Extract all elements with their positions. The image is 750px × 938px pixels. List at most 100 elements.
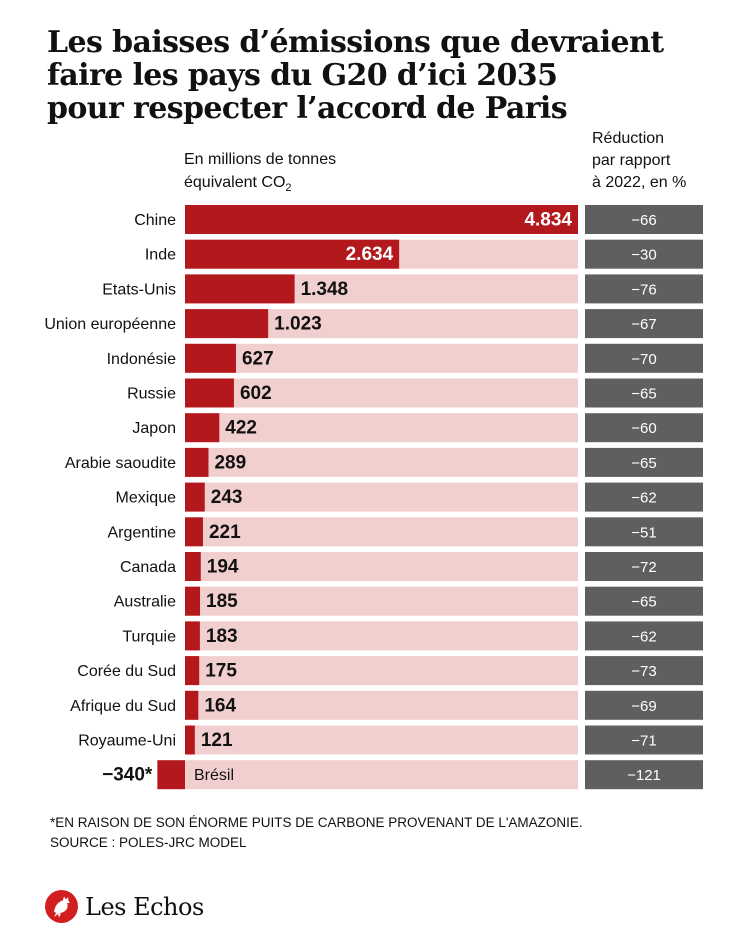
percent-label: −71 xyxy=(631,733,656,750)
bar-track xyxy=(185,517,578,547)
bar-track xyxy=(185,447,578,477)
category-label: Arabie saoudite xyxy=(65,455,176,472)
footnote: *EN RAISON DE SON ÉNORME PUITS DE CARBON… xyxy=(50,815,583,830)
title-line: pour respecter l’accord de Paris xyxy=(47,91,568,126)
percent-box xyxy=(585,309,703,339)
percent-box xyxy=(585,621,703,651)
percent-box xyxy=(585,205,703,234)
value-label: 627 xyxy=(242,348,274,369)
bar xyxy=(185,552,201,581)
category-label: Russie xyxy=(127,386,176,403)
percent-label: −69 xyxy=(631,698,656,715)
chart-notes: *EN RAISON DE SON ÉNORME PUITS DE CARBON… xyxy=(50,813,583,853)
percent-label: −65 xyxy=(631,386,656,403)
bar xyxy=(185,205,578,234)
les-echos-logo: Les Echos xyxy=(45,888,245,928)
percent-header-line: Réduction xyxy=(592,130,665,147)
bar-track xyxy=(185,586,578,616)
bar-track xyxy=(185,482,578,512)
value-label: −340* xyxy=(102,765,153,786)
value-label: 2.634 xyxy=(346,244,394,265)
category-label: Etats-Unis xyxy=(102,281,176,298)
title-line: Les baisses d’émissions que devraient xyxy=(47,25,664,60)
source-note: SOURCE : POLES-JRC MODEL xyxy=(50,835,247,850)
les-echos-rooster-icon xyxy=(45,890,78,923)
bar xyxy=(185,343,236,373)
value-label: 422 xyxy=(225,418,257,439)
value-label: 164 xyxy=(204,695,236,716)
percent-header-line: à 2022, en % xyxy=(592,174,687,191)
bar xyxy=(185,447,209,477)
percent-box xyxy=(585,552,703,581)
bar xyxy=(185,239,400,269)
value-label: 121 xyxy=(201,730,233,751)
category-label: Turquie xyxy=(122,628,176,645)
value-label: 4.834 xyxy=(524,210,572,231)
percent-label: −72 xyxy=(631,559,656,576)
category-label: Corée du Sud xyxy=(77,663,176,680)
bar xyxy=(185,656,200,686)
value-label: 243 xyxy=(211,487,243,508)
percent-label: −70 xyxy=(631,351,656,368)
percent-header-line: par rapport xyxy=(592,152,671,169)
logo-wordmark: Les Echos xyxy=(85,893,204,921)
bar xyxy=(157,760,185,790)
category-label: Royaume-Uni xyxy=(78,733,176,750)
percent-box xyxy=(585,378,703,408)
percent-label: −121 xyxy=(627,767,661,784)
percent-box xyxy=(585,447,703,477)
percent-box xyxy=(585,274,703,304)
bar xyxy=(185,621,200,651)
value-label: 289 xyxy=(214,452,246,473)
category-label: Chine xyxy=(134,212,176,229)
unit-label-line: En millions de tonnes xyxy=(184,151,337,168)
title-line: faire les pays du G20 d’ici 2035 xyxy=(47,58,558,93)
percent-box xyxy=(585,413,703,443)
bar-track xyxy=(185,413,578,443)
percent-label: −65 xyxy=(631,455,656,472)
percent-box xyxy=(585,239,703,269)
bar xyxy=(185,274,295,304)
percent-label: −51 xyxy=(631,524,656,541)
category-label: Indonésie xyxy=(107,351,176,368)
value-label: 194 xyxy=(207,557,239,578)
category-label: Afrique du Sud xyxy=(70,698,176,715)
percent-label: −62 xyxy=(631,628,656,645)
value-label: 602 xyxy=(240,383,272,404)
percent-box xyxy=(585,343,703,373)
bar-track xyxy=(185,690,578,720)
value-label: 1.348 xyxy=(301,279,349,300)
percent-box xyxy=(585,656,703,686)
percent-label: −30 xyxy=(631,247,656,264)
percent-column-header: Réduction par rapport à 2022, en % xyxy=(592,128,686,194)
category-label: Canada xyxy=(120,559,176,576)
value-label: 185 xyxy=(206,591,238,612)
percent-box xyxy=(585,725,703,755)
unit-label-co: équivalent CO xyxy=(184,174,286,191)
percent-box xyxy=(585,760,703,790)
bar xyxy=(185,309,269,339)
bar-track xyxy=(185,621,578,651)
percent-box xyxy=(585,482,703,512)
percent-label: −76 xyxy=(631,281,656,298)
bar-track xyxy=(185,552,578,581)
category-label: Australie xyxy=(114,594,176,611)
chart-title: Les baisses d’émissions que devraient fa… xyxy=(47,26,727,125)
category-label: Mexique xyxy=(116,490,177,507)
category-label: Japon xyxy=(132,420,176,437)
bar xyxy=(185,586,201,616)
value-label: 175 xyxy=(205,661,237,682)
bar-track xyxy=(185,378,578,408)
category-label: Brésil xyxy=(194,767,234,784)
bar xyxy=(185,482,205,512)
value-label: 183 xyxy=(206,626,238,647)
bar-track xyxy=(185,725,578,755)
unit-label-line: équivalent CO2 xyxy=(184,171,336,200)
category-label: Union européenne xyxy=(44,316,176,333)
percent-label: −73 xyxy=(631,663,656,680)
category-label: Inde xyxy=(145,247,176,264)
bar xyxy=(185,378,234,408)
bar xyxy=(185,690,199,720)
bar-track xyxy=(185,343,578,373)
